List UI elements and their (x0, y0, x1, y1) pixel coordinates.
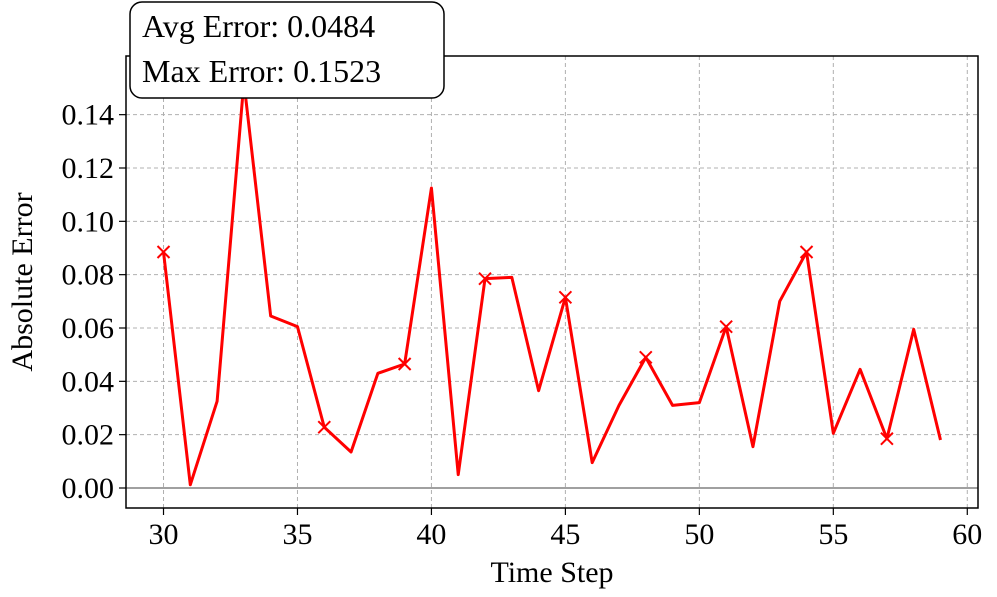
error-series-line (162, 80, 942, 487)
stats-box-frame (129, 1, 445, 99)
y-tick-label: 0.08 (62, 259, 115, 292)
grid-lines (126, 56, 978, 508)
error-point-marker (799, 245, 814, 259)
y-tick-label: 0.04 (62, 365, 115, 398)
x-axis-label: Time Step (490, 556, 613, 589)
max-error-text: Max Error: 0.1523 (142, 53, 381, 89)
series-layer (156, 75, 942, 487)
x-tick-label: 30 (149, 518, 179, 551)
y-tick-label: 0.12 (62, 152, 115, 185)
stats-annotation-box: Avg Error: 0.0484 Max Error: 0.1523 (129, 1, 445, 99)
x-tick-label: 50 (684, 518, 714, 551)
error-point-marker (397, 357, 412, 371)
y-tick-label: 0.14 (62, 99, 115, 132)
error-point-marker (880, 431, 894, 446)
y-tick-label: 0.06 (62, 312, 115, 345)
ticks-layer: 30 35 40 45 50 55 60 0.00 0.02 0.04 0.06 0.08 0.10 0.… (62, 99, 983, 551)
error-point-marker (478, 271, 492, 286)
x-tick-label: 40 (416, 518, 446, 551)
error-point-marker (558, 290, 573, 305)
error-point-marker (719, 319, 733, 334)
x-tick-label: 35 (282, 518, 312, 551)
y-tick-label: 0.00 (62, 472, 115, 505)
error-point-marker (156, 245, 171, 259)
error-point-marker (639, 350, 653, 365)
error-point-marker (317, 420, 331, 434)
y-tick-label: 0.10 (62, 205, 115, 238)
y-tick-label: 0.02 (62, 419, 115, 452)
plot-frame (125, 55, 979, 509)
avg-error-text: Avg Error: 0.0484 (142, 8, 375, 44)
x-tick-label: 60 (952, 518, 982, 551)
x-tick-label: 45 (550, 518, 580, 551)
x-tick-label: 55 (818, 518, 848, 551)
y-axis-label: Absolute Error (6, 192, 39, 371)
